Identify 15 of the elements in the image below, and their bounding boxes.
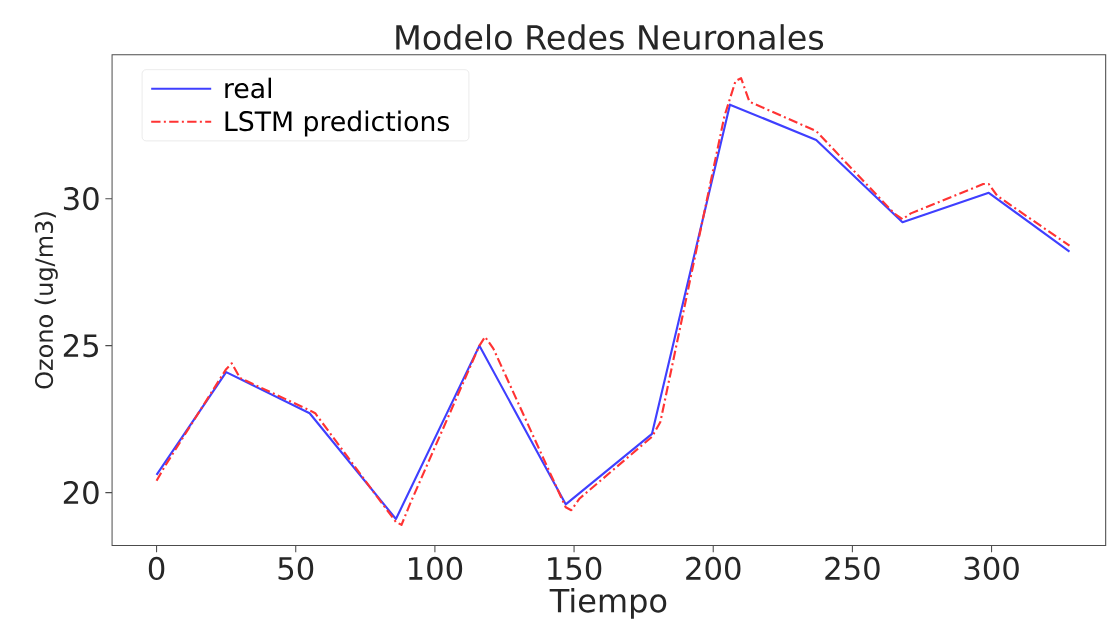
x-tick-label: 50 (278, 556, 314, 580)
legend-label: LSTM predictions (225, 110, 449, 137)
y-tick-label: 30 (63, 186, 99, 211)
y-axis-title: Ozono (ug/m3) (34, 212, 58, 389)
x-tick-label: 300 (964, 556, 1019, 580)
x-tick-label: 0 (148, 556, 165, 580)
x-tick-label: 150 (548, 556, 602, 580)
y-tick-label: 20 (63, 480, 99, 505)
legend-label: real (225, 77, 272, 99)
x-tick-label: 250 (825, 556, 880, 580)
x-tick-label: 200 (686, 556, 741, 580)
y-tick-label: 25 (63, 333, 98, 358)
chart-title: Modelo Redes Neuronales (396, 24, 824, 50)
x-axis-title: Tiempo (549, 587, 667, 619)
x-tick-label: 100 (408, 556, 463, 580)
